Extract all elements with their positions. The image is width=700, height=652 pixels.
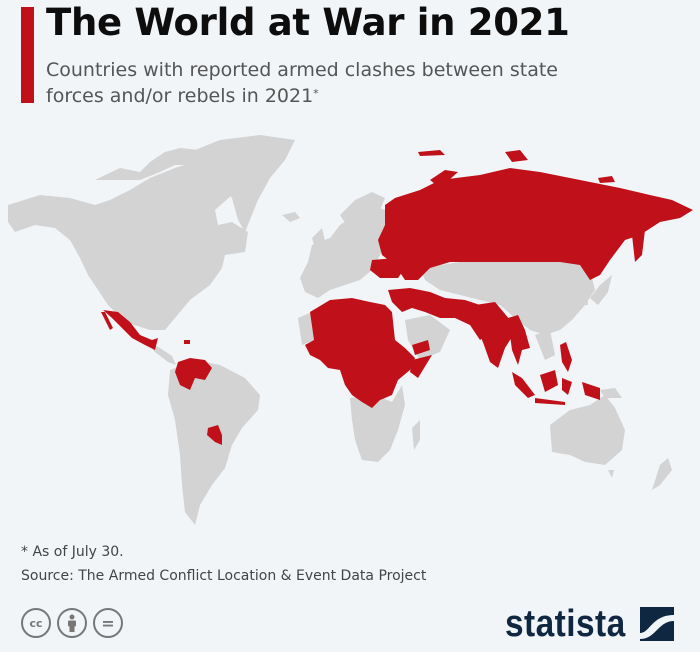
chart-title: The World at War in 2021 — [46, 1, 570, 44]
india — [475, 302, 515, 368]
nsi — [598, 176, 615, 183]
europe — [300, 205, 388, 298]
iceland — [282, 212, 300, 222]
subtitle-text: Countries with reported armed clashes be… — [46, 59, 558, 107]
africa-west — [298, 312, 315, 345]
paraguay — [207, 425, 222, 445]
myanmar-thailand — [508, 315, 530, 365]
africa-south — [350, 385, 405, 462]
novaya-zemlya — [430, 170, 458, 188]
subtitle-footnote-marker: * — [313, 87, 319, 100]
arabia — [405, 315, 450, 360]
person-icon — [68, 614, 76, 632]
svalbard-fj — [418, 150, 445, 156]
borneo — [540, 370, 558, 392]
severnaya — [505, 150, 528, 162]
south-america — [168, 360, 260, 525]
footnote: * As of July 30. — [21, 544, 124, 560]
russia — [378, 168, 693, 280]
scandinavia — [340, 192, 385, 230]
papua-east — [600, 388, 622, 398]
world-map — [8, 135, 693, 525]
middle-east — [388, 288, 492, 340]
korea — [580, 290, 588, 305]
australia — [550, 395, 625, 465]
somalia-horn — [410, 355, 432, 378]
north-central-africa — [305, 298, 415, 408]
accent-bar — [21, 7, 34, 103]
central-asia-china — [420, 258, 595, 335]
java — [535, 398, 565, 405]
madagascar — [412, 420, 420, 450]
source-text: Source: The Armed Conflict Location & Ev… — [21, 568, 427, 584]
mexico — [103, 310, 158, 350]
new-zealand — [652, 458, 672, 490]
cc-icon[interactable]: cc — [21, 608, 51, 638]
arctic-islands — [95, 148, 210, 180]
ukraine — [370, 258, 405, 278]
conflict-regions — [101, 150, 693, 445]
tasmania — [608, 470, 614, 478]
papua-west — [582, 382, 600, 400]
by-icon[interactable] — [57, 608, 87, 638]
greenland — [195, 135, 295, 232]
colombia-venezuela — [175, 358, 212, 390]
uk — [312, 228, 326, 252]
kamchatka — [632, 230, 645, 262]
chart-subtitle: Countries with reported armed clashes be… — [46, 57, 606, 109]
license-icons: cc = — [21, 608, 123, 638]
southeast-asia-mainland — [535, 330, 555, 360]
baja — [101, 312, 113, 330]
nd-icon[interactable]: = — [93, 608, 123, 638]
philippines — [560, 342, 572, 372]
sulawesi — [562, 378, 572, 395]
japan — [590, 275, 612, 305]
statista-mark-icon — [640, 607, 675, 641]
north-america — [8, 160, 248, 330]
yemen — [412, 340, 430, 355]
haiti — [184, 340, 190, 344]
statista-wordmark: statista — [505, 603, 626, 645]
sumatra — [512, 372, 535, 398]
statista-logo[interactable]: statista — [505, 602, 675, 646]
